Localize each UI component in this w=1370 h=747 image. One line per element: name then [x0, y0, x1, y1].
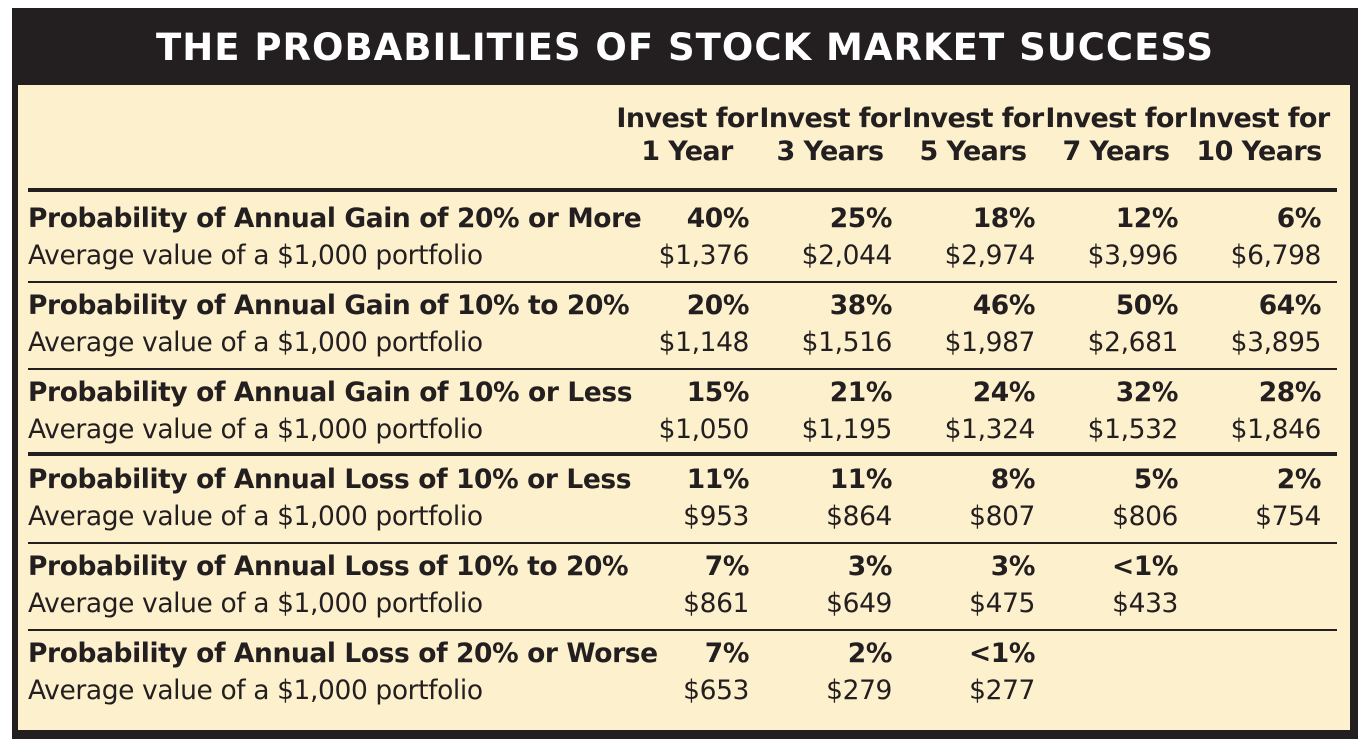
column-header-1-year: Invest for 1 Year — [615, 102, 759, 168]
average-cell: $1,516 — [801, 327, 893, 358]
average-cell: $433 — [1112, 588, 1178, 619]
column-header-line1: Invest for — [902, 103, 1044, 134]
average-cell: $807 — [969, 501, 1035, 532]
table-row: Probability of Annual Loss of 10% or Les… — [18, 455, 1350, 542]
table-row: Probability of Annual Loss of 10% to 20%… — [18, 542, 1350, 629]
gain-loss-divider — [28, 452, 1337, 456]
average-cell: $1,148 — [658, 327, 750, 358]
probability-cell: 28% — [1258, 377, 1322, 408]
probability-cell: <1% — [1112, 551, 1178, 582]
average-cell: $279 — [826, 675, 892, 706]
probability-cell: 50% — [1115, 290, 1179, 321]
probability-cell: 38% — [829, 290, 893, 321]
average-cell: $2,681 — [1087, 327, 1179, 358]
probability-cell: 3% — [990, 551, 1036, 582]
average-cell: $2,974 — [944, 240, 1036, 271]
row-divider — [28, 542, 1337, 544]
probability-label: Probability of Annual Gain of 10% to 20% — [28, 290, 630, 321]
average-cell: $1,846 — [1230, 414, 1322, 445]
average-cell: $649 — [826, 588, 892, 619]
row-divider — [28, 281, 1337, 283]
probability-cell: 7% — [704, 551, 750, 582]
average-label: Average value of a $1,000 portfolio — [28, 240, 483, 271]
average-cell: $1,324 — [944, 414, 1036, 445]
header-divider — [28, 188, 1337, 192]
column-header-line2: 3 Years — [776, 136, 885, 167]
probability-label: Probability of Annual Gain of 20% or Mor… — [28, 203, 642, 234]
average-label: Average value of a $1,000 portfolio — [28, 675, 483, 706]
average-cell: $3,996 — [1087, 240, 1179, 271]
column-header-line2: 10 Years — [1196, 136, 1322, 167]
average-cell: $2,044 — [801, 240, 893, 271]
table-row: Probability of Annual Gain of 20% or Mor… — [18, 194, 1350, 281]
average-cell: $277 — [969, 675, 1035, 706]
average-cell: $1,376 — [658, 240, 750, 271]
probability-cell: 64% — [1258, 290, 1322, 321]
probability-cell: 7% — [704, 638, 750, 669]
column-header-line1: Invest for — [1188, 103, 1330, 134]
probability-cell: 2% — [847, 638, 893, 669]
probability-cell: 15% — [686, 377, 750, 408]
table-row: Probability of Annual Loss of 20% or Wor… — [18, 629, 1350, 716]
column-header-3-years: Invest for 3 Years — [758, 102, 902, 168]
average-cell: $1,532 — [1087, 414, 1179, 445]
column-header-line1: Invest for — [1045, 103, 1187, 134]
probability-cell: 2% — [1276, 464, 1322, 495]
average-cell: $754 — [1255, 501, 1321, 532]
average-cell: $1,987 — [944, 327, 1036, 358]
table-frame: THE PROBABILITIES OF STOCK MARKET SUCCES… — [12, 8, 1358, 739]
column-header-line2: 1 Year — [641, 136, 733, 167]
column-header-7-years: Invest for 7 Years — [1044, 102, 1188, 168]
probability-cell: 5% — [1133, 464, 1179, 495]
average-cell: $475 — [969, 588, 1035, 619]
average-cell: $953 — [683, 501, 749, 532]
average-cell: $806 — [1112, 501, 1178, 532]
probability-cell: 40% — [686, 203, 750, 234]
column-header-line2: 5 Years — [919, 136, 1028, 167]
probability-cell: <1% — [969, 638, 1035, 669]
row-divider — [28, 368, 1337, 370]
column-header-line1: Invest for — [616, 103, 758, 134]
probability-label: Probability of Annual Loss of 10% or Les… — [28, 464, 632, 495]
probability-label: Probability of Annual Loss of 20% or Wor… — [28, 638, 658, 669]
probability-cell: 6% — [1276, 203, 1322, 234]
average-cell: $1,050 — [658, 414, 750, 445]
probability-cell: 11% — [829, 464, 893, 495]
probability-cell: 12% — [1115, 203, 1179, 234]
probability-cell: 25% — [829, 203, 893, 234]
probability-cell: 32% — [1115, 377, 1179, 408]
average-label: Average value of a $1,000 portfolio — [28, 588, 483, 619]
probability-cell: 21% — [829, 377, 893, 408]
average-label: Average value of a $1,000 portfolio — [28, 501, 483, 532]
column-header-10-years: Invest for 10 Years — [1187, 102, 1331, 168]
average-label: Average value of a $1,000 portfolio — [28, 327, 483, 358]
page-title: THE PROBABILITIES OF STOCK MARKET SUCCES… — [156, 26, 1214, 69]
probability-cell: 8% — [990, 464, 1036, 495]
probability-cell: 46% — [972, 290, 1036, 321]
probability-cell: 3% — [847, 551, 893, 582]
column-header-line1: Invest for — [759, 103, 901, 134]
average-cell: $864 — [826, 501, 892, 532]
probability-label: Probability of Annual Gain of 10% or Les… — [28, 377, 633, 408]
probability-cell: 11% — [686, 464, 750, 495]
probability-cell: 24% — [972, 377, 1036, 408]
average-cell: $653 — [683, 675, 749, 706]
column-header-line2: 7 Years — [1062, 136, 1171, 167]
average-cell: $3,895 — [1230, 327, 1322, 358]
average-cell: $6,798 — [1230, 240, 1322, 271]
average-cell: $861 — [683, 588, 749, 619]
table-row: Probability of Annual Gain of 10% or Les… — [18, 368, 1350, 455]
column-header-5-years: Invest for 5 Years — [901, 102, 1045, 168]
table-panel: Invest for 1 Year Invest for 3 Years Inv… — [18, 85, 1350, 730]
table-row: Probability of Annual Gain of 10% to 20%… — [18, 281, 1350, 368]
average-label: Average value of a $1,000 portfolio — [28, 414, 483, 445]
probability-label: Probability of Annual Loss of 10% to 20% — [28, 551, 629, 582]
probability-cell: 20% — [686, 290, 750, 321]
average-cell: $1,195 — [801, 414, 893, 445]
probability-cell: 18% — [972, 203, 1036, 234]
row-divider — [28, 629, 1337, 631]
